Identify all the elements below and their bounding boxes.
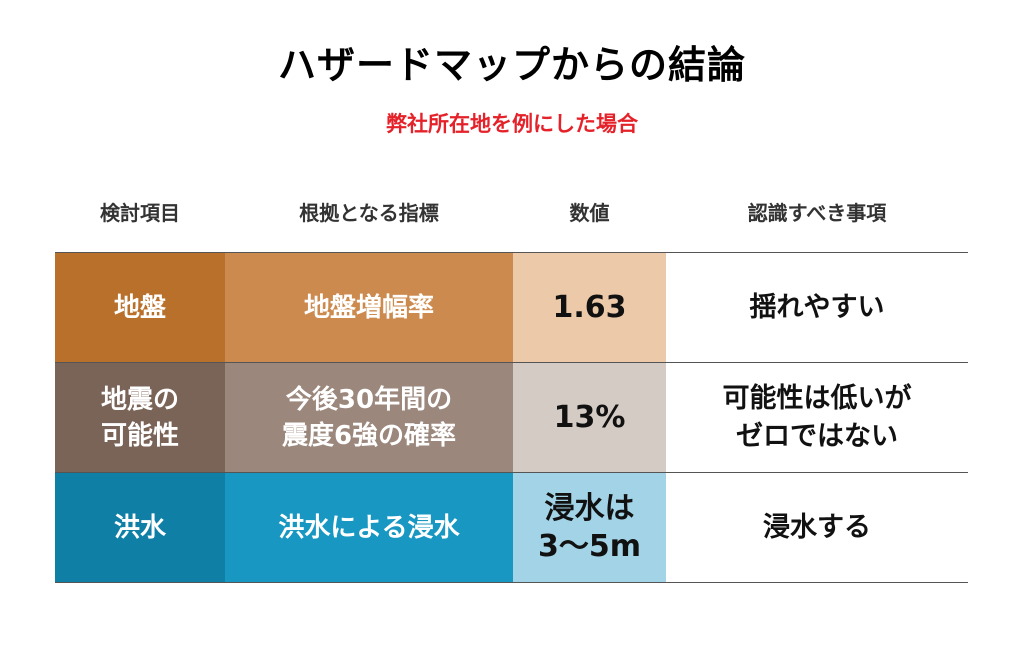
- row-value-cell: 浸水は 3〜5m: [513, 473, 666, 582]
- table-header-row: 検討項目 根拠となる指標 数値 認識すべき事項: [55, 197, 968, 229]
- table-row-earthquake: 地震の 可能性 今後30年間の 震度6強の確率 13% 可能性は低いが ゼロでは…: [55, 363, 968, 473]
- row-indicator-cell: 地盤増幅率: [225, 253, 513, 362]
- page-subtitle: 弊社所在地を例にした場合: [386, 112, 638, 136]
- page-title: ハザードマップからの結論: [277, 43, 746, 87]
- table-row-flood: 洪水 洪水による浸水 浸水は 3〜5m 浸水する: [55, 473, 968, 583]
- header-value: 数値: [569, 201, 610, 225]
- row-note-cell: 浸水する: [666, 473, 968, 582]
- row-item-cell: 洪水: [55, 473, 225, 582]
- table-row-ground: 地盤 地盤増幅率 1.63 揺れやすい: [55, 253, 968, 363]
- header-note: 認識すべき事項: [747, 201, 887, 225]
- row-value-cell: 1.63: [513, 253, 666, 362]
- row-indicator-cell: 洪水による浸水: [225, 473, 513, 582]
- row-item-cell: 地震の 可能性: [55, 363, 225, 472]
- header-indicator: 根拠となる指標: [299, 201, 439, 225]
- row-item-cell: 地盤: [55, 253, 225, 362]
- conclusion-table: 地盤 地盤増幅率 1.63 揺れやすい 地震の 可能性 今後30年間の 震度6強…: [55, 252, 968, 583]
- row-note-cell: 揺れやすい: [666, 253, 968, 362]
- header-item: 検討項目: [100, 201, 180, 225]
- row-note-cell: 可能性は低いが ゼロではない: [666, 363, 968, 472]
- row-value-cell: 13%: [513, 363, 666, 472]
- row-indicator-cell: 今後30年間の 震度6強の確率: [225, 363, 513, 472]
